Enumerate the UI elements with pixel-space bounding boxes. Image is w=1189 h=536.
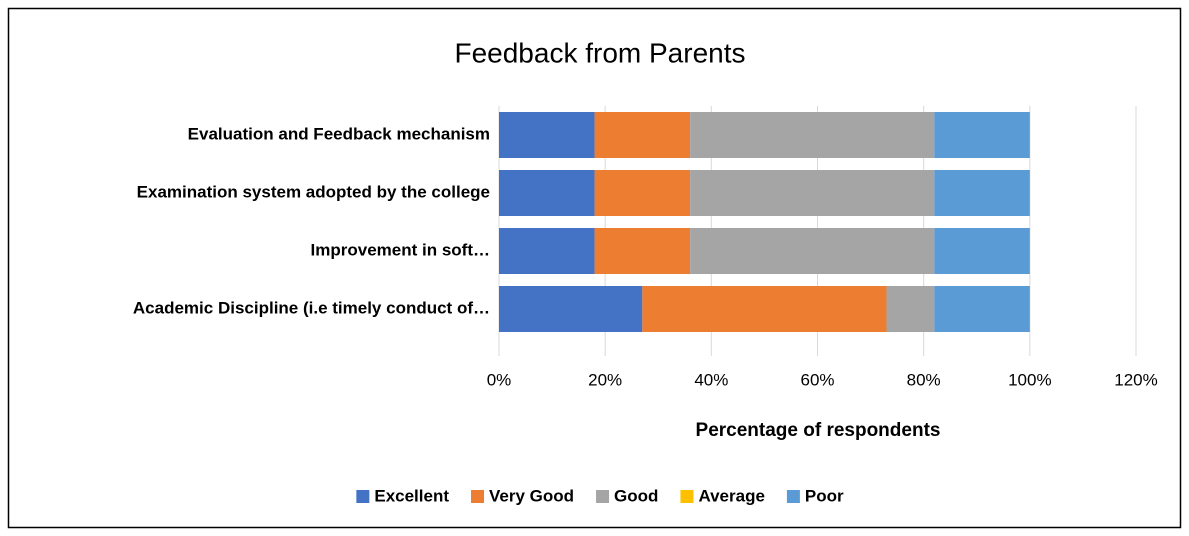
legend-label: Poor (805, 486, 844, 505)
legend-label: Good (614, 486, 658, 505)
bar-segment (934, 228, 1030, 274)
bar-segment (690, 228, 935, 274)
bar-segment (499, 228, 595, 274)
bar-segment (499, 112, 595, 158)
bar-segment (690, 170, 935, 216)
bar-segment (594, 170, 691, 216)
legend-label: Very Good (489, 486, 574, 505)
bar-segment (499, 170, 595, 216)
y-tick-label: Improvement in soft… (311, 240, 490, 259)
bar-segment (886, 286, 935, 332)
x-tick-label: 40% (694, 370, 728, 389)
legend-swatch (596, 490, 610, 503)
bar-segment (934, 286, 1030, 332)
bar-segment (594, 112, 691, 158)
legend-label: Average (698, 486, 764, 505)
legend-swatch (786, 490, 800, 503)
bar-segment (642, 286, 887, 332)
y-tick-label: Evaluation and Feedback mechanism (188, 124, 490, 143)
legend-swatch (680, 490, 694, 503)
legend-swatch (471, 490, 485, 503)
x-tick-label: 120% (1114, 370, 1157, 389)
legend-swatch (356, 490, 370, 503)
bar-segment (499, 286, 643, 332)
x-axis-title: Percentage of respondents (696, 420, 941, 441)
x-tick-label: 100% (1008, 370, 1051, 389)
y-tick-label: Academic Discipline (i.e timely conduct … (133, 298, 490, 317)
bar-segment (934, 112, 1030, 158)
chart-title: Feedback from Parents (454, 37, 745, 68)
x-tick-label: 60% (800, 370, 834, 389)
x-tick-label: 80% (907, 370, 941, 389)
bar-segment (934, 170, 1030, 216)
bar-segment (594, 228, 691, 274)
bar-segment (690, 112, 935, 158)
x-tick-label: 20% (588, 370, 622, 389)
x-tick-label: 0% (487, 370, 512, 389)
y-tick-label: Examination system adopted by the colleg… (137, 182, 490, 201)
legend-label: Excellent (374, 486, 449, 505)
